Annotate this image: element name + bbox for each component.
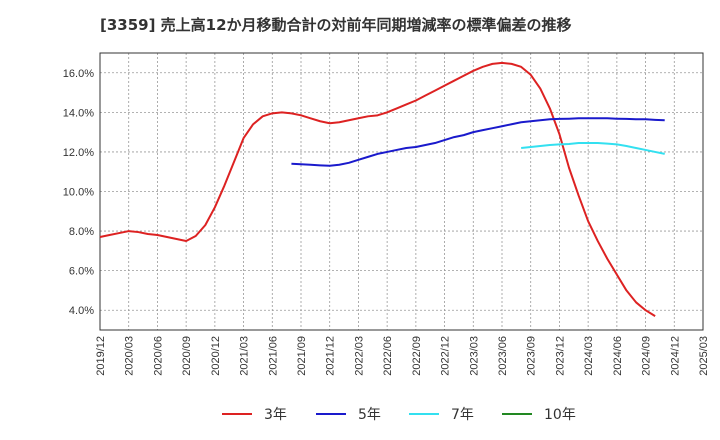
plot-frame (99, 52, 704, 331)
x-tick-label: 2021/06 (267, 336, 279, 376)
legend-label: 3年 (264, 407, 287, 423)
x-tick-label: 2022/12 (440, 336, 452, 376)
x-tick-label: 2019/12 (95, 336, 107, 376)
x-axis: 2019/12 2020/03 2020/06 2020/09 2020/12 2021/… (95, 336, 710, 376)
x-tick-label: 2021/09 (296, 336, 308, 376)
x-tick-label: 2022/03 (353, 336, 365, 376)
x-tick-label: 2022/06 (382, 336, 394, 376)
y-tick-label: 8.0% (69, 226, 94, 238)
legend-label: 10年 (544, 407, 576, 423)
x-tick-label: 2024/12 (669, 336, 681, 376)
x-tick-label: 2021/03 (239, 336, 251, 376)
legend-label: 5年 (358, 407, 381, 423)
legend: 3年 5年 7年 10年 (222, 407, 576, 423)
x-tick-label: 2024/09 (641, 336, 653, 376)
x-tick-label: 2024/03 (583, 336, 595, 376)
x-tick-label: 2025/03 (698, 336, 710, 376)
x-tick-label: 2020/06 (152, 336, 164, 376)
y-tick-label: 14.0% (63, 107, 94, 119)
series-lines (99, 61, 665, 317)
chart-title: [3359] 売上高12か月移動合計の対前年同期増減率の標準偏差の推移 (100, 16, 572, 34)
y-tick-label: 4.0% (69, 305, 94, 317)
x-tick-label: 2022/09 (411, 336, 423, 376)
x-tick-label: 2020/03 (124, 336, 136, 376)
legend-label: 7年 (451, 407, 474, 423)
y-tick-label: 16.0% (63, 68, 94, 80)
x-tick-label: 2023/03 (468, 336, 480, 376)
x-tick-label: 2023/12 (554, 336, 566, 376)
x-tick-label: 2024/06 (612, 336, 624, 376)
series-line-5年 (291, 117, 665, 167)
grid (100, 53, 703, 330)
x-tick-label: 2021/12 (325, 336, 337, 376)
x-tick-label: 2020/12 (210, 336, 222, 376)
x-tick-label: 2023/09 (526, 336, 538, 376)
x-tick-label: 2023/06 (497, 336, 509, 376)
series-line-3年 (99, 61, 656, 317)
y-tick-label: 12.0% (63, 147, 94, 159)
series-line-7年 (521, 142, 665, 155)
x-tick-label: 2020/09 (181, 336, 193, 376)
y-tick-label: 6.0% (69, 266, 94, 278)
y-axis: 4.0% 6.0% 8.0% 10.0% 12.0% 14.0% 16.0% (63, 68, 94, 317)
y-tick-label: 10.0% (63, 187, 94, 199)
